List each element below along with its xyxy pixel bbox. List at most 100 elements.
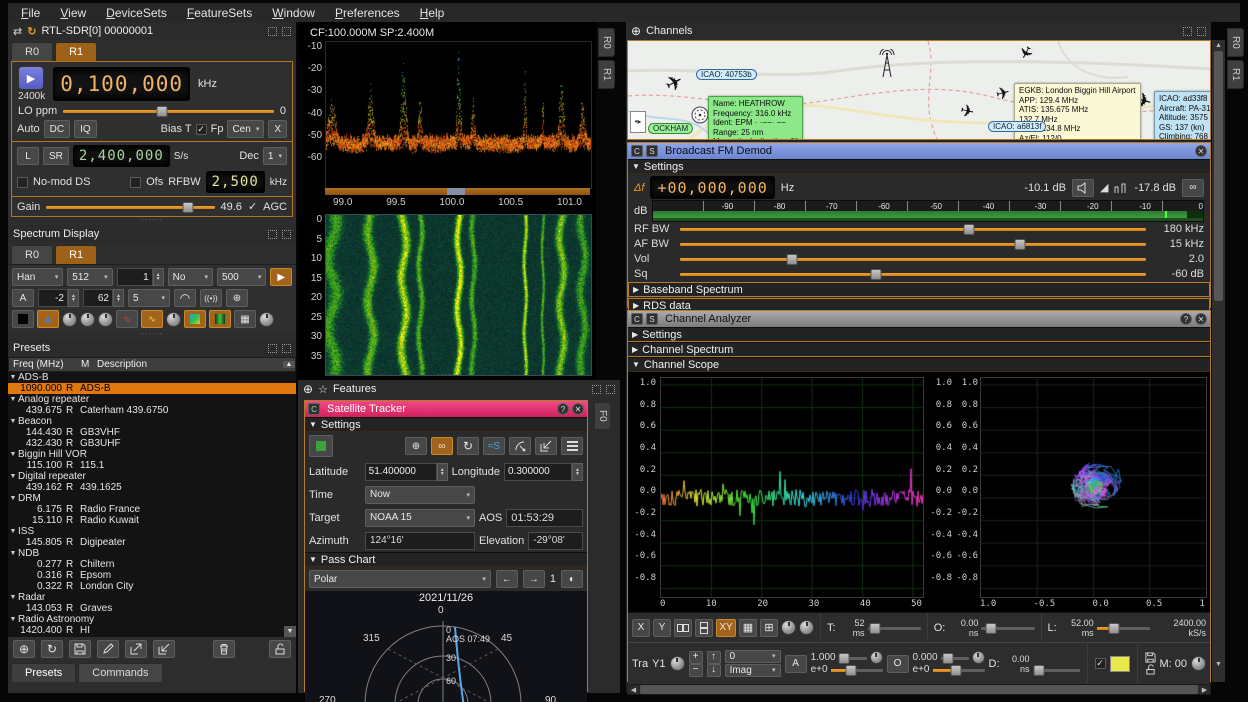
edit-preset-button[interactable] bbox=[97, 640, 119, 658]
swap-device-icon[interactable]: ⇄ bbox=[13, 25, 23, 38]
move-window-icon[interactable] bbox=[1183, 26, 1192, 36]
resize-handle[interactable]: ······ bbox=[141, 329, 163, 338]
amp-slider[interactable] bbox=[838, 652, 867, 664]
scroll-down-icon[interactable]: ▼ bbox=[284, 626, 296, 637]
preset-row[interactable]: 1420.400 R HI bbox=[20, 625, 90, 636]
ockham-map-label[interactable]: OCKHAM bbox=[648, 123, 694, 134]
export-preset-button[interactable] bbox=[125, 640, 147, 658]
close-icon[interactable]: ✕ bbox=[572, 403, 584, 415]
trace-down-button[interactable]: ↓ bbox=[706, 663, 721, 677]
channel-corner-button[interactable]: C bbox=[631, 313, 643, 325]
vertical-scrollbar[interactable]: ▲ ▼ bbox=[1212, 40, 1225, 682]
amp-auto-button[interactable]: A bbox=[784, 654, 807, 673]
cen-dropdown[interactable]: Cen ▾ bbox=[227, 120, 265, 138]
scrollbar-thumb[interactable] bbox=[1214, 51, 1223, 301]
move-window-icon[interactable] bbox=[268, 229, 277, 239]
max-hold-icon[interactable]: ∿ bbox=[116, 310, 138, 328]
preset-group-row[interactable]: ▼ Radar bbox=[9, 592, 46, 603]
scope-xy-display[interactable] bbox=[980, 377, 1207, 598]
resize-handle[interactable]: ······ bbox=[141, 215, 163, 224]
slider[interactable] bbox=[680, 268, 1146, 280]
time-base-slider[interactable] bbox=[867, 622, 921, 634]
start-tracker-button[interactable] bbox=[309, 435, 333, 457]
star-icon[interactable]: ☆ bbox=[318, 383, 328, 396]
preset-row[interactable]: 432.430 R GB3UHF bbox=[25, 438, 121, 449]
spectrum-tab-r1[interactable]: R1 bbox=[55, 245, 98, 264]
ofs-exp-slider[interactable] bbox=[932, 664, 985, 676]
tab-r1[interactable]: R1 bbox=[55, 42, 98, 61]
time-dropdown[interactable]: Now ▾ bbox=[365, 485, 475, 504]
radio-tower-icon[interactable] bbox=[876, 49, 898, 79]
delete-preset-button[interactable] bbox=[213, 640, 235, 658]
menu-item[interactable]: Window bbox=[272, 5, 315, 20]
trace-up-button[interactable]: ↑ bbox=[706, 650, 721, 664]
vor-compass-icon[interactable] bbox=[690, 105, 710, 125]
tab-r0[interactable]: R0 bbox=[11, 42, 54, 61]
sample-rate-dial[interactable]: 2,400,000 bbox=[72, 145, 170, 167]
div-dropdown[interactable]: 5 ▾ bbox=[128, 289, 170, 307]
trace-knob[interactable] bbox=[166, 311, 181, 327]
slider[interactable] bbox=[680, 223, 1146, 235]
add-preset-button[interactable]: ⊕ bbox=[13, 640, 35, 658]
grid-intensity-icon[interactable]: ▦ bbox=[739, 618, 757, 637]
grid-intensity-knob[interactable] bbox=[781, 620, 796, 635]
trace-projection-dropdown[interactable]: Imag ▾ bbox=[724, 664, 781, 677]
preset-row[interactable]: 0.316 R Epsom bbox=[36, 570, 112, 581]
frequency-scale-bar[interactable] bbox=[325, 188, 590, 195]
import-preset-button[interactable] bbox=[153, 640, 175, 658]
close-icon[interactable]: ✕ bbox=[1195, 313, 1207, 325]
reload-device-icon[interactable]: ↻ bbox=[27, 25, 37, 38]
lo-ppm-slider[interactable] bbox=[63, 105, 274, 117]
decay-curve-icon[interactable]: ◠ bbox=[174, 289, 196, 307]
black-display-icon[interactable] bbox=[12, 310, 34, 328]
ref-level-spinner[interactable]: -2 ▲ ▼ bbox=[38, 289, 79, 307]
preset-group-row[interactable]: ▼ Beacon bbox=[9, 416, 52, 427]
scrollbar-thumb[interactable] bbox=[640, 685, 1198, 694]
histogram-icon[interactable]: ▲ bbox=[37, 310, 59, 328]
chart-type-dropdown[interactable]: Polar ▾ bbox=[309, 570, 491, 588]
preset-row[interactable]: 144.430 R GB3VHF bbox=[25, 427, 121, 438]
display-vertical-icon[interactable] bbox=[695, 618, 713, 637]
scroll-down-icon[interactable]: ▼ bbox=[1215, 661, 1222, 668]
spectrum-run-button[interactable]: ▶ bbox=[270, 268, 292, 286]
move-window-icon[interactable] bbox=[268, 26, 277, 36]
scroll-left-icon[interactable]: ◀ bbox=[630, 686, 637, 694]
move-window-icon[interactable] bbox=[268, 343, 277, 353]
auto-update-icon[interactable]: ↻ bbox=[457, 437, 479, 455]
memory-knob[interactable] bbox=[1191, 656, 1207, 671]
preset-row[interactable]: 439.675 R Caterham 439.6750 bbox=[25, 405, 169, 416]
waterfall-icon[interactable] bbox=[184, 310, 206, 328]
tab-commands[interactable]: Commands bbox=[78, 663, 163, 682]
channel-spectrum-section[interactable]: ▶ Channel Spectrum bbox=[628, 342, 1210, 357]
trace-color-swatch[interactable] bbox=[1109, 655, 1130, 672]
prev-pass-icon[interactable]: ← bbox=[495, 570, 518, 588]
time-offset-slider[interactable] bbox=[981, 622, 1035, 634]
menu-item[interactable]: Preferences bbox=[334, 5, 400, 20]
feature-vtab-f0[interactable]: F0 bbox=[594, 402, 611, 430]
move-window-icon[interactable] bbox=[592, 384, 601, 394]
baseband-spectrum-section[interactable]: ▶ Baseband Spectrum bbox=[628, 282, 1210, 297]
save-presets-button[interactable] bbox=[69, 640, 91, 658]
preset-row[interactable]: 145.805 R Digipeater bbox=[25, 537, 126, 548]
vtab-r1[interactable]: R1 bbox=[598, 59, 615, 89]
waterfall-green-icon[interactable] bbox=[209, 310, 231, 328]
pass-chart-section[interactable]: ▼ Pass Chart bbox=[305, 552, 587, 567]
start-button[interactable]: ▶ bbox=[18, 66, 44, 90]
autoscale-button[interactable]: A bbox=[12, 289, 34, 307]
preset-group-row[interactable]: ▼ Radio Astronomy bbox=[9, 614, 95, 625]
waterfall-display[interactable] bbox=[325, 214, 592, 376]
sr-button[interactable]: SR bbox=[43, 147, 69, 165]
amp-exp-slider[interactable] bbox=[830, 664, 883, 676]
update-preset-button[interactable]: ↻ bbox=[41, 640, 63, 658]
preset-row[interactable]: 439.162 R 439.1625 bbox=[25, 482, 122, 493]
icao-map-label[interactable]: ICAO: 40753b bbox=[696, 69, 757, 80]
scroll-right-icon[interactable]: ▶ bbox=[1201, 686, 1208, 694]
add-channel-icon[interactable]: ⊕ bbox=[631, 24, 642, 38]
menu-item[interactable]: View bbox=[60, 5, 87, 20]
close-window-icon[interactable] bbox=[1197, 26, 1206, 36]
trace-visible-checkbox[interactable]: ✓ bbox=[1094, 658, 1106, 669]
refresh-dropdown[interactable]: 500 ▾ bbox=[217, 268, 267, 286]
tab-presets[interactable]: Presets bbox=[11, 663, 77, 682]
close-window-icon[interactable] bbox=[282, 229, 291, 239]
display-y-button[interactable]: Y bbox=[653, 618, 671, 637]
